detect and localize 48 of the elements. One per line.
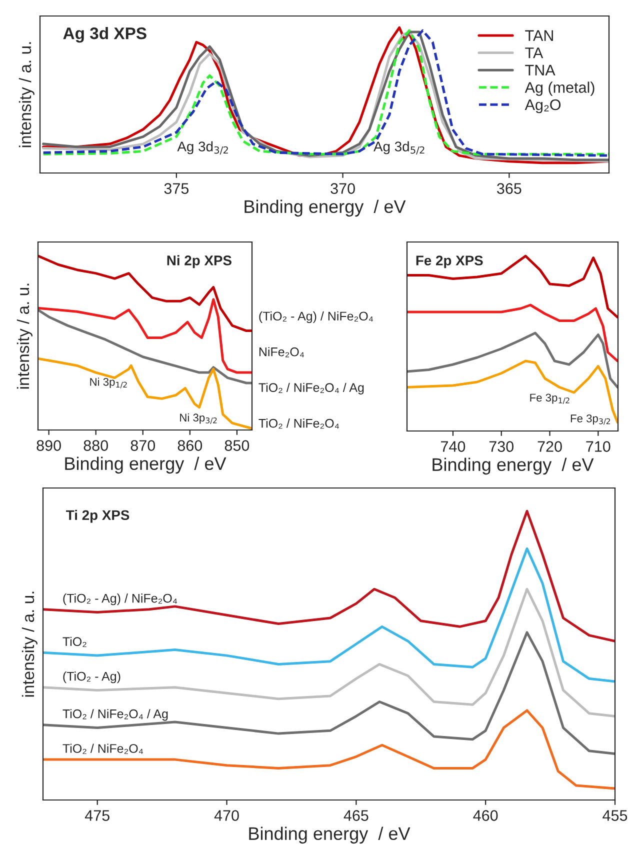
x-tick-label: 470 bbox=[214, 810, 239, 821]
x-tick-label: 880 bbox=[84, 440, 108, 451]
annotation: Fe 3p$_{3/2}$ bbox=[570, 414, 610, 425]
x-tick-label: 730 bbox=[489, 441, 514, 452]
series-label: (TiO₂ - Ag) / NiFe₂O₄ bbox=[63, 594, 178, 606]
annotation: Ni 3p$_{3/2}$ bbox=[180, 413, 217, 424]
series-label: TiO₂ / NiFe₂O₄ / Ag bbox=[62, 709, 168, 721]
series-label: TiO₂ / NiFe₂O₄ bbox=[258, 418, 339, 429]
x-tick-label: 465 bbox=[344, 810, 368, 821]
x-tick-label: 740 bbox=[441, 441, 466, 452]
x-axis-title: Binding energy / eV bbox=[244, 200, 406, 217]
y-axis-title: intensity / a. u. bbox=[22, 592, 38, 697]
chart-title: Ni 2p XPS bbox=[167, 255, 232, 268]
chart-title: Ag 3d XPS bbox=[63, 26, 146, 43]
legend-label: Ag₂O bbox=[524, 99, 561, 114]
series-label: TiO₂ bbox=[62, 636, 86, 647]
x-tick-label: 455 bbox=[602, 810, 628, 821]
legend-label: TNA bbox=[525, 64, 556, 76]
legend-label: TAN bbox=[525, 30, 553, 41]
y-axis-title: intensity / a. u. bbox=[18, 42, 34, 148]
annotation: Ag 3d$_{3/2}$ bbox=[177, 141, 228, 154]
legend-label: Ag (metal) bbox=[524, 82, 594, 96]
x-tick-label: 890 bbox=[36, 440, 61, 451]
chart-title: Fe 2p XPS bbox=[416, 256, 483, 268]
annotation: Fe 3p$_{1/2}$ bbox=[530, 394, 570, 404]
x-tick-label: 850 bbox=[224, 440, 250, 451]
series-label: TiO₂ / NiFe₂O₄ bbox=[62, 744, 143, 754]
x-axis-title: Binding energy / eV bbox=[249, 826, 410, 844]
series-label: NiFe₂O₄ bbox=[259, 347, 304, 358]
annotation: Ag 3d$_{5/2}$ bbox=[374, 141, 424, 154]
x-tick-label: 710 bbox=[586, 441, 610, 452]
x-tick-label: 860 bbox=[178, 440, 202, 451]
x-tick-label: 365 bbox=[497, 183, 522, 194]
series-label: (TiO₂ - Ag) / NiFe₂O₄ bbox=[259, 311, 373, 324]
x-axis-title: Binding energy / eV bbox=[432, 458, 594, 475]
x-tick-label: 475 bbox=[84, 810, 110, 821]
legend-label: TA bbox=[525, 48, 544, 58]
x-tick-label: 370 bbox=[330, 183, 355, 194]
x-tick-label: 870 bbox=[130, 440, 156, 451]
chart-title: Ti 2p XPS bbox=[66, 510, 130, 523]
annotation: Ni 3p$_{1/2}$ bbox=[90, 378, 127, 388]
series-label: TiO₂ / NiFe₂O₄ / Ag bbox=[258, 382, 364, 394]
x-tick-label: 460 bbox=[473, 810, 498, 821]
x-tick-label: 375 bbox=[164, 183, 189, 194]
y-axis-title: intensity / a. u. bbox=[16, 284, 32, 389]
x-tick-label: 720 bbox=[538, 441, 562, 452]
series-label: (TiO₂ - Ag) bbox=[63, 672, 120, 684]
x-axis-title: Binding energy / eV bbox=[65, 456, 226, 474]
